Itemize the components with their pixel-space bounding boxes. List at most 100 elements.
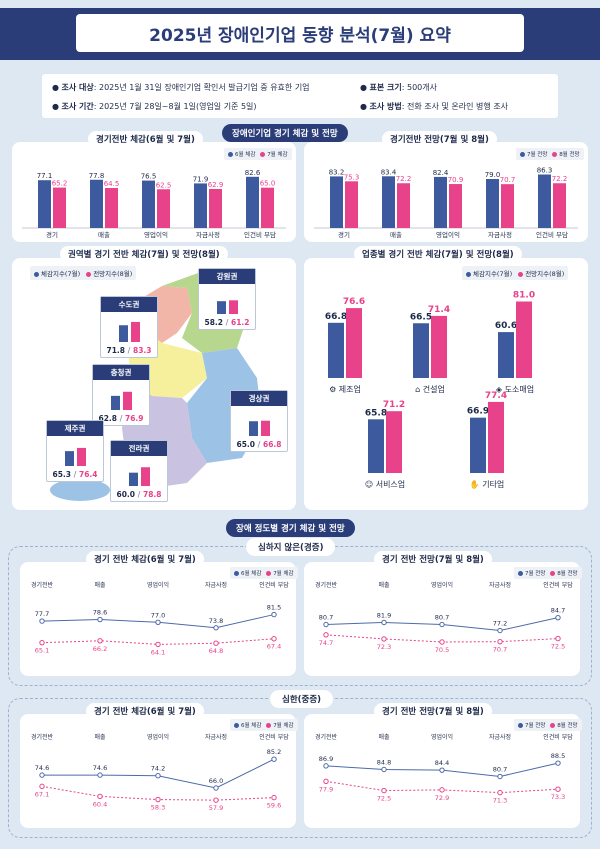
bar <box>65 451 74 466</box>
region-bars: 62.8 / 76.9 <box>99 391 144 423</box>
bar-value-label: 75.3 <box>344 173 360 181</box>
region-card-gangwon: 강원권 58.2 / 61.2 <box>198 268 256 330</box>
bar <box>330 176 343 228</box>
region-bars: 58.2 / 61.2 <box>205 300 250 327</box>
bar-value-label: 65.8 <box>365 408 387 418</box>
category-label: 경기전반 <box>315 733 338 741</box>
data-point <box>439 767 445 773</box>
region-values-label: 65.0 / 66.8 <box>237 440 282 449</box>
industry-title: 업종별 경기 전반 체감(7월) 및 전망(8월) <box>354 246 522 262</box>
mild-feel-legend: 6월 체감 7월 체감 <box>230 567 298 579</box>
bar <box>488 401 504 473</box>
data-point <box>271 794 277 801</box>
bar-value-label: 82.6 <box>245 169 261 177</box>
category-label: 경기 <box>338 230 350 239</box>
region-values-label: 58.2 / 61.2 <box>205 318 250 327</box>
category-label: 영업이익 <box>431 581 453 589</box>
severe-feel-title: 경기 전반 체감(6월 및 7월) <box>86 703 204 719</box>
data-label: 84.8 <box>377 758 391 766</box>
bar-value-label: 77.8 <box>89 172 105 180</box>
bar-value-label: 76.6 <box>343 297 365 307</box>
legend-dot-icon <box>518 271 524 277</box>
data-label: 67.1 <box>35 790 49 798</box>
bar-value-label: 83.2 <box>329 168 345 176</box>
data-label: 84.4 <box>435 759 449 767</box>
map-region-jeju <box>50 479 110 501</box>
bar <box>77 447 86 466</box>
data-label: 72.3 <box>377 643 391 651</box>
industry-label: ☺ 서비스업 <box>365 480 405 489</box>
overall-outlook-title: 경기전반 전망(7월 및 8월) <box>382 131 497 147</box>
bar <box>142 180 155 228</box>
data-point <box>155 641 161 648</box>
data-point <box>381 636 387 642</box>
bar <box>382 176 395 228</box>
legend-dot-icon <box>260 152 266 157</box>
bar <box>229 300 238 314</box>
mild-outlook-legend: 7월 전망 8월 전망 <box>514 567 582 579</box>
bar <box>249 421 258 436</box>
data-label: 74.6 <box>35 764 49 772</box>
bar <box>129 472 138 486</box>
legend-dot-icon <box>518 571 523 576</box>
data-point <box>497 789 503 796</box>
data-point <box>323 621 329 628</box>
info-method: ● 조사 방법: 전화 조사 및 온라인 병행 조사 <box>360 102 509 111</box>
bar-value-label: 71.2 <box>383 400 405 410</box>
category-label: 인건비 부담 <box>259 581 289 589</box>
data-label: 77.2 <box>493 620 507 628</box>
region-card-gyeongsang: 경상권 65.0 / 66.8 <box>230 390 288 452</box>
data-point <box>213 640 219 646</box>
legend-dot-icon <box>550 571 556 576</box>
data-label: 81.9 <box>377 611 391 619</box>
bar <box>90 179 103 228</box>
category-label: 영업이익 <box>147 581 169 589</box>
bar <box>413 323 429 378</box>
data-label: 73.3 <box>551 793 565 801</box>
data-point <box>323 632 329 638</box>
data-label: 66.2 <box>93 645 107 653</box>
legend-dot-icon <box>518 723 523 728</box>
data-label: 58.3 <box>151 804 165 812</box>
mild-outlook-title: 경기 전반 전망(7월 및 8월) <box>374 551 492 567</box>
industry-chart: 66.8 76.6 ⚙ 제조업 66.571.4 ⌂ 건설업 60.6 81.0 ◈ 도소매업… <box>325 291 535 490</box>
legend-dot-icon <box>266 571 272 576</box>
bar <box>119 325 128 342</box>
category-label: 영업이익 <box>431 733 453 741</box>
data-label: 73.8 <box>209 617 223 625</box>
bar-value-label: 76.5 <box>141 173 157 181</box>
data-point <box>381 766 387 773</box>
section2-title: 장애 정도별 경기 체감 및 전망 <box>226 519 355 537</box>
bar <box>217 301 226 314</box>
category-label: 경기전반 <box>315 581 338 589</box>
bar-value-label: 71.4 <box>428 305 450 315</box>
bar <box>346 308 362 378</box>
data-label: 78.6 <box>93 609 107 617</box>
survey-info: ● 조사 대상: 2025년 1월 31일 장애인기업 확인서 발급기업 중 유… <box>42 74 558 118</box>
data-label: 85.2 <box>267 748 281 756</box>
region-values-label: 62.8 / 76.9 <box>99 414 144 423</box>
data-point <box>323 763 329 769</box>
region-bars: 65.0 / 66.8 <box>237 420 282 449</box>
bar <box>261 420 270 436</box>
bar <box>516 301 532 378</box>
data-point <box>39 783 45 790</box>
category-label: 매출 <box>94 581 106 589</box>
bar <box>470 417 486 473</box>
regional-legend: 체감지수(7월) 전망지수(8월) <box>30 266 137 280</box>
industry-label: ✋ 기타업 <box>470 479 505 489</box>
data-label: 66.0 <box>209 777 223 785</box>
legend-dot-icon <box>552 152 558 157</box>
category-label: 인건비 부담 <box>543 581 573 589</box>
category-label: 매출 <box>94 733 106 741</box>
category-label: 인건비 부담 <box>259 733 289 741</box>
data-point <box>97 772 103 778</box>
legend-dot-icon <box>234 571 239 576</box>
industry-label: ◈ 도소매업 <box>496 385 534 394</box>
bar <box>209 189 222 228</box>
category-label: 경기전반 <box>31 581 54 589</box>
bar-value-label: 86.3 <box>537 166 553 174</box>
category-label: 영업이익 <box>436 230 460 239</box>
data-point <box>155 796 161 803</box>
